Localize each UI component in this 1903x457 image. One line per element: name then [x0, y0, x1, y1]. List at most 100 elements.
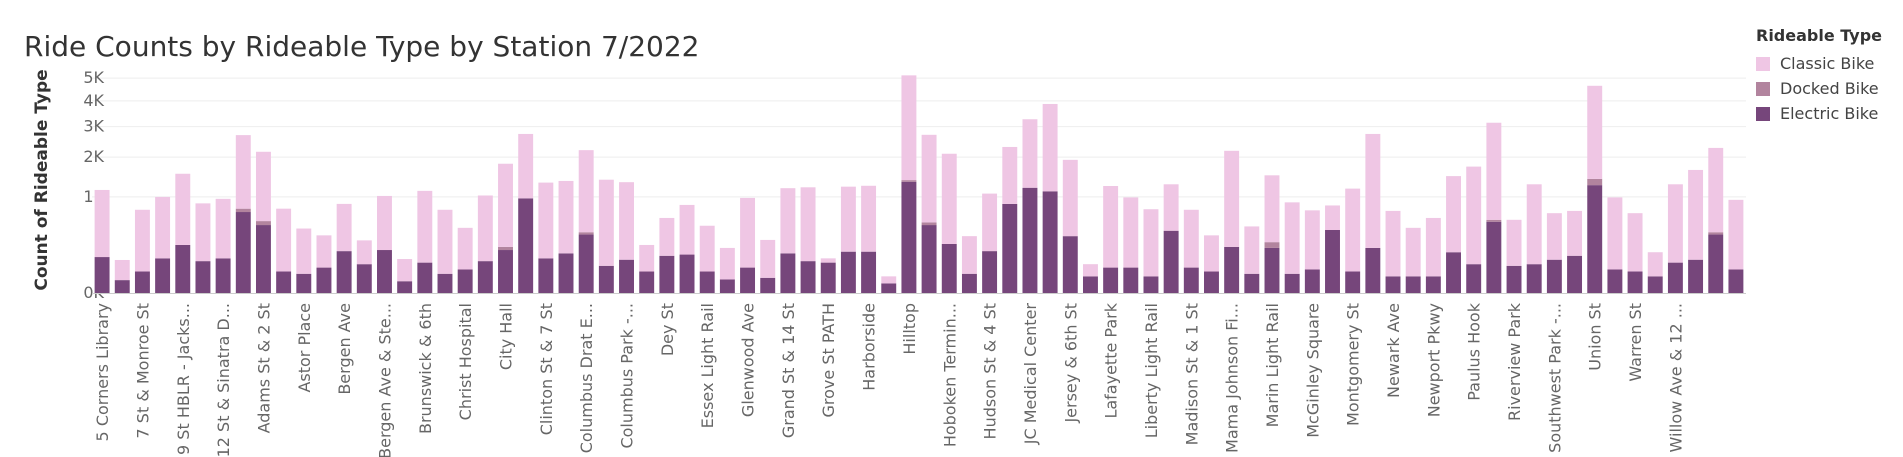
- bar-segment-classic-bike[interactable]: [1728, 199, 1744, 270]
- bar-segment-electric-bike[interactable]: [598, 265, 614, 293]
- bar-segment-classic-bike[interactable]: [477, 195, 493, 262]
- bar-segment-electric-bike[interactable]: [1607, 269, 1623, 293]
- bar-segment-electric-bike[interactable]: [760, 277, 776, 293]
- bar-segment-classic-bike[interactable]: [316, 235, 332, 268]
- bar-segment-classic-bike[interactable]: [1123, 197, 1139, 268]
- legend-item-classic-bike[interactable]: Classic Bike: [1756, 51, 1882, 76]
- bar-segment-classic-bike[interactable]: [1062, 159, 1078, 237]
- bar-segment-electric-bike[interactable]: [356, 264, 372, 293]
- bar-segment-docked-bike[interactable]: [921, 222, 937, 226]
- bar-segment-electric-bike[interactable]: [336, 251, 352, 293]
- bar-segment-classic-bike[interactable]: [215, 198, 231, 259]
- bar-segment-electric-bike[interactable]: [1647, 276, 1663, 293]
- bar-segment-electric-bike[interactable]: [619, 259, 634, 293]
- bar-segment-classic-bike[interactable]: [1667, 184, 1683, 263]
- bar-segment-classic-bike[interactable]: [538, 182, 554, 259]
- bar-segment-classic-bike[interactable]: [578, 150, 594, 233]
- bar-segment-classic-bike[interactable]: [296, 228, 312, 274]
- bar-segment-classic-bike[interactable]: [1345, 188, 1361, 272]
- bar-segment-electric-bike[interactable]: [175, 244, 191, 293]
- bar-segment-classic-bike[interactable]: [134, 209, 150, 272]
- bar-segment-electric-bike[interactable]: [921, 225, 937, 293]
- legend-item-docked-bike[interactable]: Docked Bike: [1756, 76, 1882, 101]
- bar-segment-classic-bike[interactable]: [1365, 133, 1381, 248]
- bar-segment-classic-bike[interactable]: [356, 240, 372, 265]
- bar-segment-electric-bike[interactable]: [1405, 276, 1421, 293]
- legend-item-electric-bike[interactable]: Electric Bike: [1756, 101, 1882, 126]
- bar-segment-electric-bike[interactable]: [1002, 203, 1018, 293]
- bar-segment-classic-bike[interactable]: [901, 75, 917, 181]
- bar-segment-docked-bike[interactable]: [901, 180, 917, 182]
- bar-segment-electric-bike[interactable]: [961, 273, 977, 293]
- bar-segment-classic-bike[interactable]: [1567, 210, 1583, 256]
- bar-segment-classic-bike[interactable]: [417, 190, 433, 263]
- bar-segment-electric-bike[interactable]: [1425, 276, 1441, 293]
- bar-segment-electric-bike[interactable]: [1244, 273, 1260, 293]
- bar-segment-electric-bike[interactable]: [1082, 276, 1098, 293]
- bar-segment-electric-bike[interactable]: [1385, 276, 1401, 293]
- bar-segment-electric-bike[interactable]: [1466, 264, 1482, 293]
- bar-segment-classic-bike[interactable]: [235, 135, 251, 209]
- bar-segment-electric-bike[interactable]: [1022, 187, 1038, 293]
- bar-segment-electric-bike[interactable]: [719, 279, 735, 293]
- bar-segment-electric-bike[interactable]: [377, 250, 392, 293]
- bar-segment-classic-bike[interactable]: [1042, 103, 1058, 192]
- bar-segment-electric-bike[interactable]: [255, 225, 271, 293]
- bar-segment-classic-bike[interactable]: [598, 179, 614, 266]
- bar-segment-electric-bike[interactable]: [1103, 267, 1119, 293]
- bar-segment-classic-bike[interactable]: [1607, 197, 1623, 270]
- bar-segment-electric-bike[interactable]: [1546, 259, 1562, 293]
- bar-segment-electric-bike[interactable]: [1446, 252, 1461, 293]
- bar-segment-classic-bike[interactable]: [1446, 176, 1461, 253]
- bar-segment-electric-bike[interactable]: [296, 273, 312, 293]
- bar-segment-electric-bike[interactable]: [134, 271, 150, 293]
- bar-segment-classic-bike[interactable]: [1587, 85, 1603, 179]
- bar-segment-classic-bike[interactable]: [1526, 184, 1542, 265]
- bar-segment-docked-bike[interactable]: [1587, 178, 1603, 186]
- bar-segment-electric-bike[interactable]: [1365, 247, 1381, 293]
- bar-segment-electric-bike[interactable]: [699, 271, 715, 293]
- bar-segment-classic-bike[interactable]: [861, 185, 877, 252]
- bar-segment-classic-bike[interactable]: [1284, 202, 1300, 274]
- bar-segment-electric-bike[interactable]: [1567, 255, 1583, 293]
- bar-segment-classic-bike[interactable]: [1022, 119, 1038, 188]
- bar-segment-electric-bike[interactable]: [1526, 264, 1542, 293]
- bar-segment-electric-bike[interactable]: [1204, 271, 1219, 293]
- bar-segment-electric-bike[interactable]: [1123, 267, 1139, 293]
- bar-segment-electric-bike[interactable]: [235, 212, 251, 293]
- bar-segment-docked-bike[interactable]: [498, 246, 513, 251]
- bar-segment-classic-bike[interactable]: [941, 153, 957, 244]
- bar-segment-classic-bike[interactable]: [276, 208, 292, 272]
- bar-segment-electric-bike[interactable]: [1062, 236, 1078, 293]
- bar-segment-electric-bike[interactable]: [1667, 262, 1683, 293]
- bar-segment-electric-bike[interactable]: [195, 261, 211, 293]
- bar-segment-classic-bike[interactable]: [1163, 184, 1179, 231]
- bar-segment-classic-bike[interactable]: [1325, 205, 1340, 230]
- bar-segment-docked-bike[interactable]: [255, 221, 271, 226]
- bar-segment-electric-bike[interactable]: [1325, 229, 1340, 293]
- bar-segment-classic-bike[interactable]: [255, 151, 271, 222]
- bar-segment-electric-bike[interactable]: [94, 257, 110, 293]
- bar-segment-classic-bike[interactable]: [1244, 226, 1260, 274]
- bar-segment-classic-bike[interactable]: [921, 134, 937, 223]
- bar-segment-classic-bike[interactable]: [1224, 150, 1240, 247]
- bar-segment-electric-bike[interactable]: [1506, 265, 1522, 293]
- bar-segment-electric-bike[interactable]: [780, 253, 796, 293]
- bar-segment-classic-bike[interactable]: [1264, 175, 1280, 243]
- bar-segment-electric-bike[interactable]: [578, 234, 594, 293]
- bar-segment-classic-bike[interactable]: [1506, 219, 1522, 266]
- bar-segment-electric-bike[interactable]: [861, 251, 877, 293]
- bar-segment-classic-bike[interactable]: [1082, 264, 1098, 277]
- bar-segment-electric-bike[interactable]: [155, 258, 171, 293]
- bar-segment-electric-bike[interactable]: [1264, 247, 1280, 293]
- bar-segment-classic-bike[interactable]: [982, 193, 998, 252]
- bar-segment-classic-bike[interactable]: [397, 259, 413, 282]
- bar-segment-classic-bike[interactable]: [1688, 169, 1704, 260]
- bar-segment-classic-bike[interactable]: [1486, 122, 1502, 220]
- bar-segment-classic-bike[interactable]: [1708, 147, 1724, 233]
- bar-segment-classic-bike[interactable]: [1425, 217, 1441, 277]
- bar-segment-classic-bike[interactable]: [1546, 213, 1562, 260]
- bar-segment-classic-bike[interactable]: [820, 258, 836, 263]
- bar-segment-electric-bike[interactable]: [1688, 259, 1704, 293]
- bar-segment-electric-bike[interactable]: [901, 181, 917, 293]
